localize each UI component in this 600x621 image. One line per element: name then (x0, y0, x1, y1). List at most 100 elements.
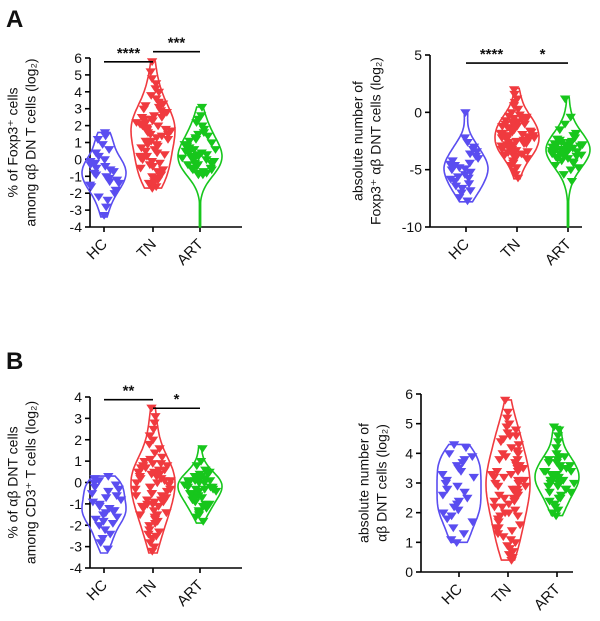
data-point (100, 132, 111, 141)
data-point (489, 503, 500, 512)
data-point (99, 526, 111, 535)
y-tick-label: 4 (405, 445, 413, 461)
data-point (565, 468, 577, 476)
data-point (544, 488, 555, 497)
data-point (499, 494, 510, 503)
data-points-tn (131, 58, 177, 193)
data-point (143, 179, 155, 188)
y-tick-label: -5 (410, 162, 423, 178)
data-point (206, 139, 217, 148)
data-point (510, 539, 521, 547)
data-point (441, 476, 452, 485)
y-tick-label: -2 (70, 517, 83, 533)
category-label-hc: HC (83, 577, 110, 604)
category-label-tn: TN (489, 581, 515, 607)
data-point (156, 132, 167, 141)
data-point (565, 166, 576, 175)
category-label-art: ART (174, 236, 207, 269)
data-point (140, 147, 151, 156)
data-point (501, 414, 513, 423)
data-point (144, 432, 155, 441)
data-point (495, 512, 506, 521)
data-point (206, 159, 217, 168)
significance-label: **** (480, 46, 504, 63)
data-point (144, 483, 156, 492)
data-point (502, 429, 513, 438)
data-point (560, 485, 571, 494)
y-tick-label: 0 (74, 475, 82, 491)
data-point (509, 90, 520, 99)
data-point (460, 109, 471, 117)
data-point (507, 118, 518, 127)
data-point (90, 515, 101, 524)
y-tick-label: 3 (74, 410, 82, 426)
data-point (491, 468, 503, 476)
data-point (553, 479, 564, 488)
data-point (552, 432, 564, 441)
data-point (509, 497, 520, 506)
data-point (442, 485, 453, 494)
y-axis-title-line1: % of αβ DNT cells (5, 426, 21, 538)
data-point (196, 494, 208, 503)
y-tick-label: -10 (402, 219, 422, 235)
data-point (111, 513, 123, 522)
data-point (462, 494, 473, 503)
data-point (459, 171, 471, 179)
data-point (490, 479, 501, 488)
data-point (543, 482, 554, 491)
data-point (512, 512, 523, 521)
data-point (437, 471, 448, 479)
y-axis-title-line2: Foxp3⁺ αβ DNT cells (log₂) (368, 57, 384, 225)
data-point (450, 182, 462, 191)
data-point (506, 527, 518, 536)
data-point (452, 482, 463, 491)
data-point (93, 193, 104, 202)
data-point (141, 127, 152, 136)
data-point (110, 186, 121, 195)
data-point (140, 102, 151, 110)
data-point (135, 475, 146, 483)
data-point (163, 130, 174, 139)
data-point (498, 435, 509, 444)
data-point (497, 450, 508, 458)
data-point (565, 113, 576, 122)
data-point (148, 425, 159, 434)
y-axis-title-line2: αβ DNT cells (log₂) (374, 424, 390, 542)
data-point (493, 524, 504, 533)
data-point (145, 455, 156, 464)
data-point (486, 471, 498, 479)
y-tick-label: 6 (74, 50, 82, 66)
data-point (543, 456, 554, 464)
data-point (451, 539, 462, 547)
data-point (564, 462, 576, 470)
data-point (103, 473, 114, 481)
data-point (459, 456, 470, 464)
significance-label: ** (123, 383, 135, 400)
data-point (492, 530, 504, 539)
data-point (143, 530, 154, 539)
category-label-tn: TN (134, 577, 160, 603)
data-point (97, 535, 108, 543)
data-point (467, 518, 478, 527)
data-point (511, 432, 522, 441)
data-point (147, 500, 158, 509)
data-point (467, 453, 478, 461)
data-point (186, 490, 197, 498)
data-point (200, 500, 211, 509)
data-point (89, 169, 100, 178)
data-point (195, 112, 207, 121)
data-point (136, 144, 147, 153)
y-axis-title-line1: % of Foxp3⁺ cells (5, 87, 21, 197)
data-point (89, 475, 100, 483)
data-point (551, 450, 562, 458)
data-point (157, 166, 169, 175)
panel-label-a: A (6, 6, 23, 33)
y-axis-title-line2: among αβ DN T cells (log₂) (23, 58, 39, 226)
data-point (110, 481, 122, 490)
y-tick-label: 5 (414, 47, 422, 63)
y-tick-label: 5 (405, 416, 413, 432)
category-label-hc: HC (445, 236, 472, 263)
data-point (195, 458, 207, 466)
significance-label: * (174, 391, 180, 408)
data-point (547, 509, 558, 518)
